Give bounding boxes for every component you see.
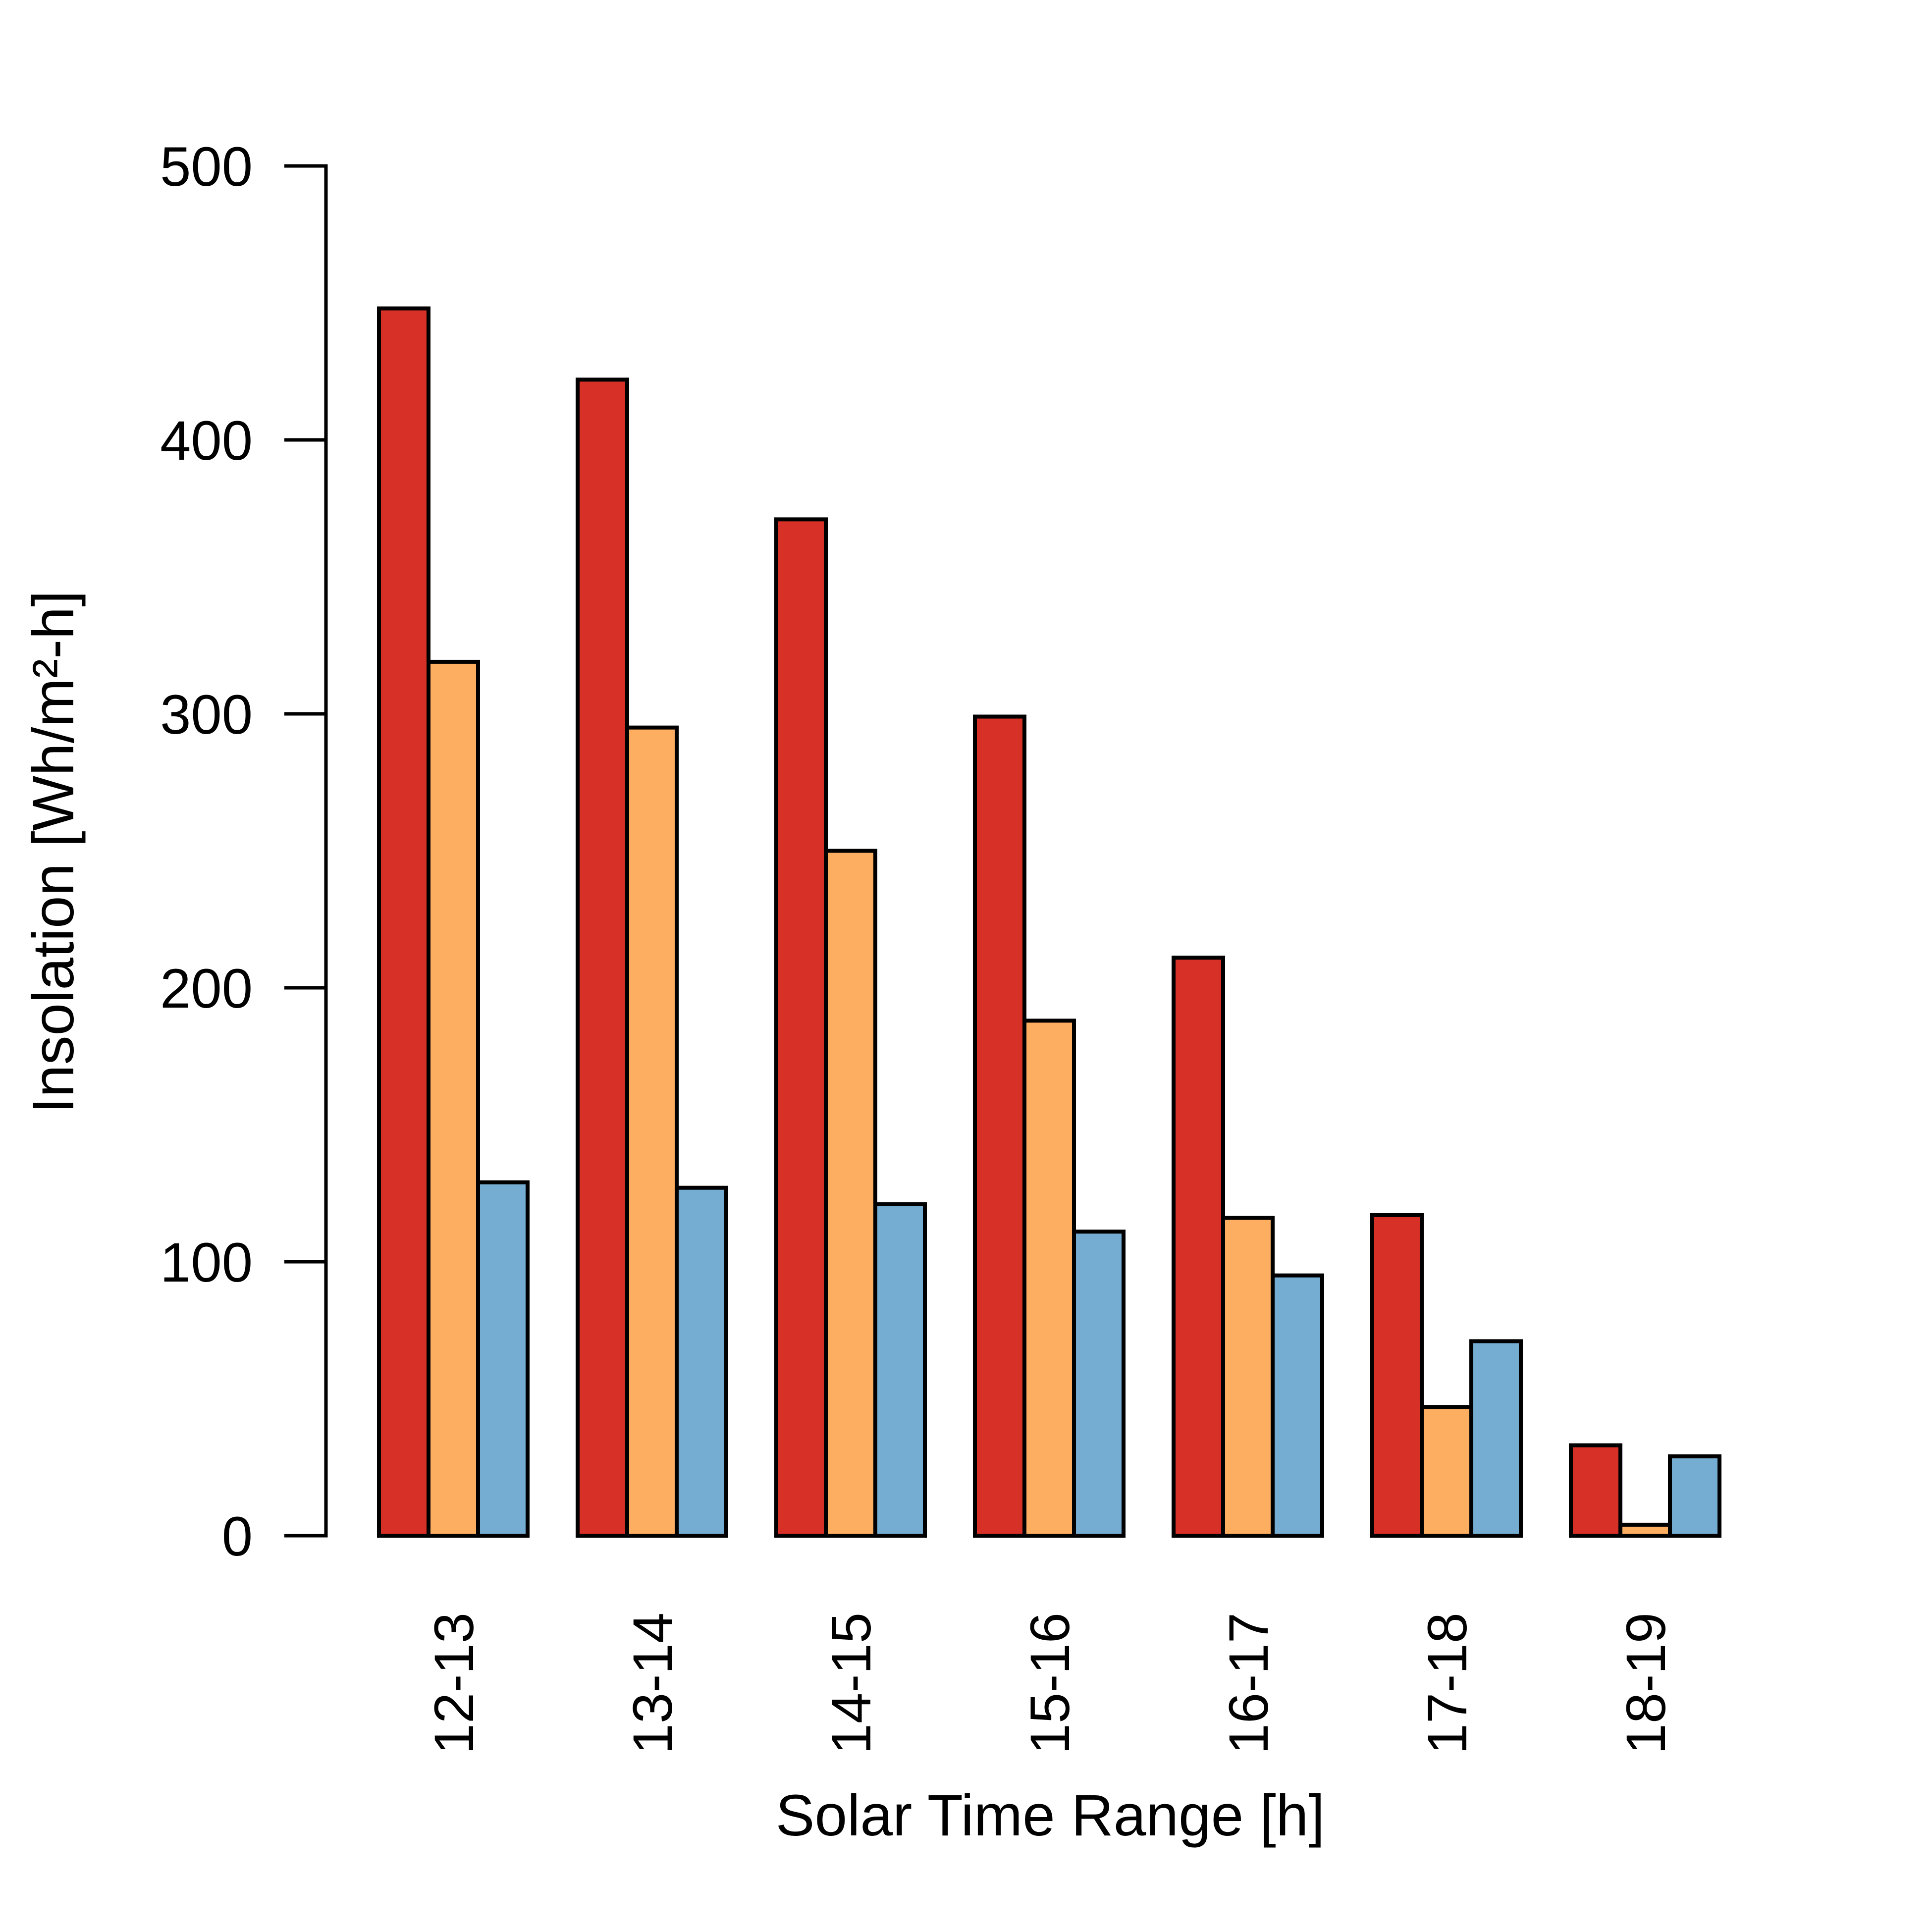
bar-14-15-series-2 <box>824 849 877 1538</box>
y-tick-label: 400 <box>160 410 253 472</box>
y-tick-label: 500 <box>160 136 253 198</box>
bar-16-17-series-3 <box>1271 1273 1324 1538</box>
bar-16-17-series-2 <box>1221 1216 1275 1538</box>
bar-12-13-series-2 <box>427 659 480 1538</box>
x-axis-title: Solar Time Range [h] <box>776 1783 1325 1848</box>
bar-18-19-series-1 <box>1569 1443 1622 1538</box>
y-tick-label: 0 <box>222 1505 253 1567</box>
y-axis-title: Insolation [Wh/m²-h] <box>21 590 86 1114</box>
y-axis: 0 100 200 300 400 500 <box>160 136 328 1567</box>
x-tick-label: 12-13 <box>423 1612 485 1754</box>
bar-13-14-series-3 <box>675 1185 728 1538</box>
y-tick-label: 200 <box>160 958 253 1020</box>
x-axis-labels: 12-13 13-14 14-15 15-16 16-17 17-18 18-19 <box>423 1612 1677 1754</box>
x-tick-label: 18-19 <box>1615 1612 1677 1754</box>
bar-17-18-series-1 <box>1370 1213 1424 1538</box>
y-tick-label: 300 <box>160 684 253 746</box>
bars <box>377 306 1721 1538</box>
bar-15-16-series-2 <box>1022 1019 1076 1538</box>
bar-17-18-series-3 <box>1469 1339 1523 1538</box>
bar-17-18-series-2 <box>1420 1405 1473 1538</box>
bar-13-14-series-2 <box>625 725 679 1538</box>
bar-14-15-series-1 <box>774 517 828 1538</box>
bar-15-16-series-1 <box>973 714 1026 1538</box>
y-tick-label: 100 <box>160 1232 253 1293</box>
bar-12-13-series-1 <box>377 306 430 1538</box>
x-tick-label: 14-15 <box>820 1612 882 1754</box>
bar-14-15-series-3 <box>873 1202 927 1538</box>
bar-18-19-series-3 <box>1668 1454 1721 1538</box>
x-tick-label: 16-17 <box>1218 1612 1280 1754</box>
bar-18-19-series-2 <box>1618 1522 1672 1538</box>
bar-13-14-series-1 <box>576 377 629 1538</box>
bar-12-13-series-3 <box>476 1180 530 1538</box>
x-tick-label: 13-14 <box>622 1612 684 1754</box>
x-tick-label: 17-18 <box>1416 1612 1478 1754</box>
bar-16-17-series-1 <box>1172 956 1225 1538</box>
bar-15-16-series-3 <box>1072 1230 1126 1538</box>
x-tick-label: 15-16 <box>1019 1612 1081 1754</box>
